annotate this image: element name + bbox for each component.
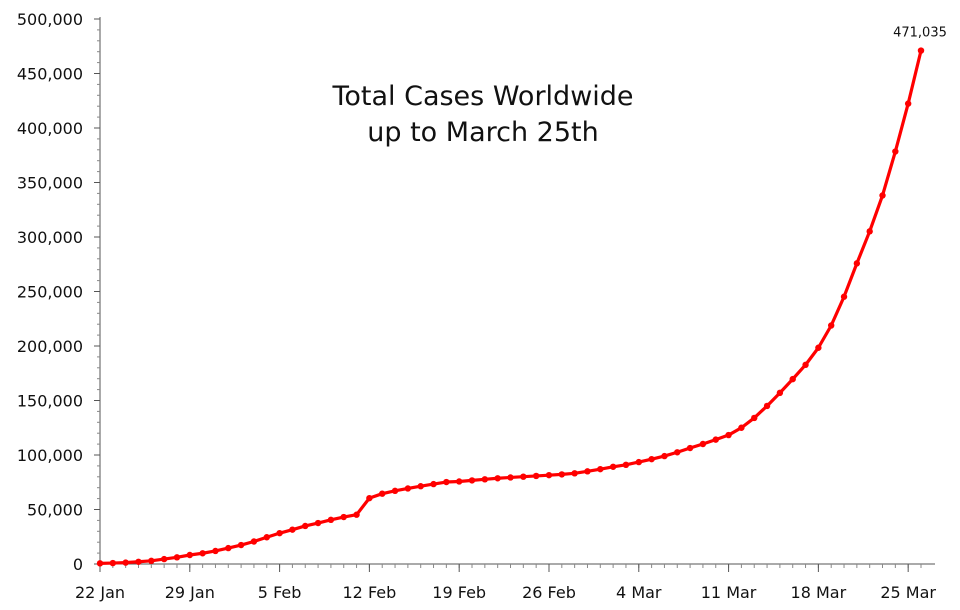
y-axis-ticks: 0 50,000 100,000 150,000 200,000 250,000 300,0… [17, 10, 100, 574]
y-tick-label: 500,000 [17, 10, 83, 29]
data-point [904, 100, 912, 107]
marker-group [96, 47, 925, 567]
data-point [532, 472, 540, 480]
data-point [289, 526, 296, 533]
data-point [776, 389, 784, 397]
data-point [160, 555, 168, 563]
data-point [661, 452, 668, 460]
y-tick-label: 150,000 [17, 392, 83, 411]
x-axis-ticks: 22 Jan 29 Jan 5 Feb 12 Feb 19 Feb 26 Feb 4 Mar… [75, 564, 936, 602]
data-point [455, 478, 463, 485]
data-point [443, 478, 450, 486]
data-point [879, 192, 886, 199]
data-point [109, 559, 117, 567]
data-point [648, 455, 655, 463]
data-point [584, 468, 591, 475]
chart-title-line-2: up to March 25th [367, 117, 598, 148]
x-tick-label: 12 Feb [343, 583, 397, 602]
data-point [520, 473, 527, 480]
chart-title: Total Cases Worldwide up to March 25th [331, 81, 633, 148]
data-point [763, 402, 771, 410]
data-point [302, 522, 309, 530]
y-tick-label: 0 [73, 555, 83, 574]
data-point [468, 477, 476, 484]
x-tick-label: 29 Jan [165, 583, 215, 602]
data-point [199, 550, 206, 557]
y-tick-label: 250,000 [17, 283, 83, 302]
data-point [558, 471, 566, 478]
data-point [276, 529, 283, 537]
data-point [622, 461, 630, 469]
data-point [366, 494, 373, 502]
data-point [404, 485, 412, 492]
y-tick-label: 450,000 [17, 65, 83, 84]
data-point [237, 541, 245, 549]
data-point [545, 471, 553, 479]
data-point [148, 557, 155, 565]
data-point [917, 47, 925, 54]
data-point [391, 487, 399, 495]
data-point [866, 228, 873, 235]
data-point [686, 444, 694, 452]
data-point [353, 511, 360, 518]
data-point [173, 554, 181, 561]
y-tick-label: 300,000 [17, 228, 83, 247]
data-point [635, 458, 642, 466]
data-point [789, 375, 796, 383]
data-point [699, 440, 707, 448]
data-point [327, 516, 335, 524]
x-tick-label: 4 Mar [616, 583, 662, 602]
x-tick-label: 22 Jan [75, 583, 125, 602]
data-point [212, 547, 219, 555]
x-tick-label: 18 Mar [791, 583, 847, 602]
y-tick-label: 50,000 [27, 501, 83, 520]
data-point [135, 558, 142, 565]
data-point [481, 476, 489, 483]
x-tick-label: 11 Mar [701, 583, 757, 602]
axes [99, 17, 935, 565]
x-tick-label: 5 Feb [258, 583, 302, 602]
x-tick-label: 26 Feb [522, 583, 576, 602]
data-point [430, 480, 437, 488]
data-point [379, 490, 386, 497]
data-point [263, 534, 270, 541]
data-point [340, 513, 347, 521]
data-point [417, 483, 424, 490]
data-point [712, 436, 719, 443]
y-tick-label: 100,000 [17, 446, 83, 465]
data-point [853, 260, 861, 267]
y-tick-label: 200,000 [17, 337, 83, 356]
data-point [674, 449, 681, 456]
data-point [507, 474, 514, 481]
data-point [225, 544, 232, 552]
data-point [802, 361, 809, 369]
data-point [314, 519, 322, 527]
data-point [494, 475, 501, 482]
data-point [597, 465, 604, 473]
data-point [840, 293, 848, 300]
data-point [186, 551, 193, 559]
data-point [571, 470, 578, 477]
data-point [122, 559, 129, 566]
data-point [738, 424, 745, 431]
data-point [609, 463, 617, 470]
data-point [892, 148, 899, 155]
data-point [250, 538, 258, 545]
data-point [96, 560, 104, 567]
data-point [828, 322, 835, 329]
data-point [751, 414, 758, 422]
x-tick-label: 25 Mar [880, 583, 936, 602]
chart-title-line-1: Total Cases Worldwide [331, 81, 633, 112]
y-tick-label: 350,000 [17, 174, 83, 193]
annotation-group: 471,035 [893, 26, 947, 41]
data-label-last-value: 471,035 [893, 26, 947, 41]
data-point [815, 344, 822, 351]
data-point [725, 431, 732, 439]
y-tick-label: 400,000 [17, 119, 83, 138]
x-tick-label: 19 Feb [432, 583, 486, 602]
